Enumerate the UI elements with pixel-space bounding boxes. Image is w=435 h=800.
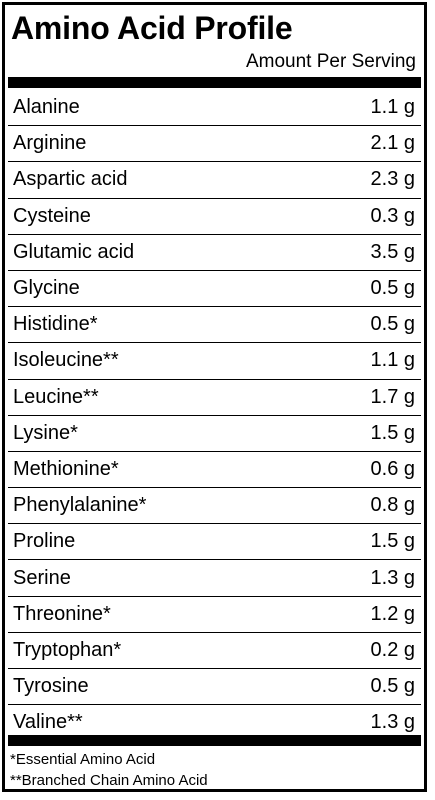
amino-acid-amount: 0.5 g <box>370 277 415 300</box>
amino-acid-name: Leucine** <box>13 385 99 408</box>
thick-divider-bottom <box>8 735 421 746</box>
table-row: Threonine* 1.2 g <box>8 595 421 632</box>
amino-acid-amount: 1.7 g <box>370 385 415 408</box>
amino-acid-name: Phenylalanine* <box>13 494 147 517</box>
amino-acid-amount: 0.5 g <box>370 675 415 698</box>
amino-acid-name: Proline <box>13 530 76 553</box>
table-row: Tyrosine 0.5 g <box>8 668 421 704</box>
amino-acid-amount: 1.3 g <box>370 566 415 589</box>
amino-acid-amount: 3.5 g <box>370 240 415 263</box>
amino-acid-label: Amino Acid Profile Amount Per Serving Al… <box>2 2 427 792</box>
table-row: Serine 1.3 g <box>8 559 421 595</box>
table-row: Arginine 2.1 g <box>8 125 421 161</box>
amino-acid-name: Cysteine <box>13 204 91 227</box>
amino-acid-name: Threonine* <box>13 602 111 625</box>
table-row: Tryptophan* 0.2 g <box>8 631 421 668</box>
table-row: Histidine* 0.5 g <box>8 306 421 342</box>
table-row: Lysine* 1.5 g <box>8 414 421 451</box>
amino-acid-name: Glutamic acid <box>13 240 135 263</box>
amino-acid-name: Valine** <box>13 711 83 734</box>
amino-acid-amount: 1.1 g <box>370 349 415 372</box>
amino-acid-amount: 0.5 g <box>370 313 415 336</box>
table-row: Aspartic acid 2.3 g <box>8 161 421 197</box>
amino-acid-amount: 0.6 g <box>370 457 415 480</box>
table-row: Alanine 1.1 g <box>8 89 421 125</box>
amino-acid-amount: 1.1 g <box>370 95 415 118</box>
table-row: Glycine 0.5 g <box>8 269 421 306</box>
table-row: Valine** 1.3 g <box>8 704 421 740</box>
table-row: Cysteine 0.3 g <box>8 197 421 234</box>
amino-acid-amount: 0.3 g <box>370 204 415 227</box>
amino-acid-amount: 1.5 g <box>370 421 415 444</box>
amino-acid-amount: 2.1 g <box>370 132 415 155</box>
footnote-essential: *Essential Amino Acid <box>10 751 156 768</box>
amino-acid-amount: 1.3 g <box>370 711 415 734</box>
amino-acid-name: Serine <box>13 566 71 589</box>
amino-acid-name: Tyrosine <box>13 675 89 698</box>
amino-acid-amount: 2.3 g <box>370 168 415 191</box>
table-row: Proline 1.5 g <box>8 523 421 559</box>
amino-acid-name: Arginine <box>13 132 87 155</box>
amino-acid-amount: 0.2 g <box>370 638 415 661</box>
amino-acid-name: Histidine* <box>13 313 98 336</box>
amino-acid-name: Alanine <box>13 95 80 118</box>
amino-acid-table: Alanine 1.1 g Arginine 2.1 g Aspartic ac… <box>8 89 421 735</box>
amino-acid-amount: 1.5 g <box>370 530 415 553</box>
serving-header: Amount Per Serving <box>245 51 416 72</box>
amino-acid-name: Glycine <box>13 277 80 300</box>
label-title: Amino Acid Profile <box>11 10 293 46</box>
table-row: Leucine** 1.7 g <box>8 378 421 415</box>
amino-acid-name: Aspartic acid <box>13 168 128 191</box>
amino-acid-amount: 1.2 g <box>370 602 415 625</box>
amino-acid-name: Isoleucine** <box>13 349 119 372</box>
table-row: Methionine* 0.6 g <box>8 450 421 487</box>
amino-acid-name: Lysine* <box>13 421 78 444</box>
amino-acid-name: Methionine* <box>13 457 119 480</box>
amino-acid-name: Tryptophan* <box>13 638 122 661</box>
table-row: Isoleucine** 1.1 g <box>8 342 421 378</box>
table-row: Phenylalanine* 0.8 g <box>8 487 421 523</box>
amino-acid-amount: 0.8 g <box>370 494 415 517</box>
footnote-bcaa: **Branched Chain Amino Acid <box>10 772 208 789</box>
table-row: Glutamic acid 3.5 g <box>8 233 421 270</box>
thick-divider-top <box>8 77 421 88</box>
